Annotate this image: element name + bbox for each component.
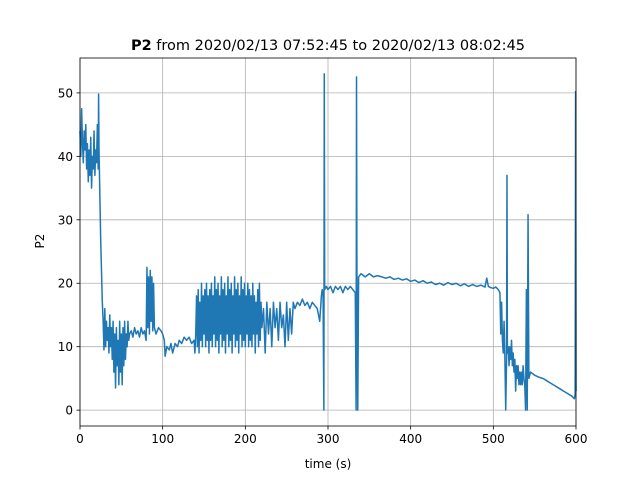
y-tick-label: 20 <box>58 277 73 291</box>
x-tick-label: 100 <box>151 432 174 446</box>
chart-title: P2 from 2020/02/13 07:52:45 to 2020/02/1… <box>131 38 525 54</box>
y-tick-label: 0 <box>65 404 73 418</box>
series-line-p2 <box>79 73 577 411</box>
y-tick-label: 40 <box>58 150 73 164</box>
y-axis-label: P2 <box>33 234 47 249</box>
x-tick-label: 300 <box>317 432 340 446</box>
chart-title-rest: from 2020/02/13 07:52:45 to 2020/02/13 0… <box>152 38 525 54</box>
y-tick-label: 10 <box>58 340 73 354</box>
x-tick-label: 600 <box>565 432 588 446</box>
x-axis-label: time (s) <box>305 457 352 471</box>
y-tick-label: 30 <box>58 213 73 227</box>
x-tick-label: 400 <box>399 432 422 446</box>
x-tick-label: 500 <box>482 432 505 446</box>
chart-title-bold: P2 <box>131 38 152 54</box>
x-tick-label: 0 <box>76 432 84 446</box>
x-axis-ticks: 0 100 200 300 400 500 600 <box>76 426 587 446</box>
grid-lines <box>79 58 577 426</box>
x-tick-label: 200 <box>234 432 257 446</box>
plot-area <box>79 73 577 411</box>
y-axis-ticks: 0 10 20 30 40 50 <box>58 86 80 418</box>
y-tick-label: 50 <box>58 86 73 100</box>
